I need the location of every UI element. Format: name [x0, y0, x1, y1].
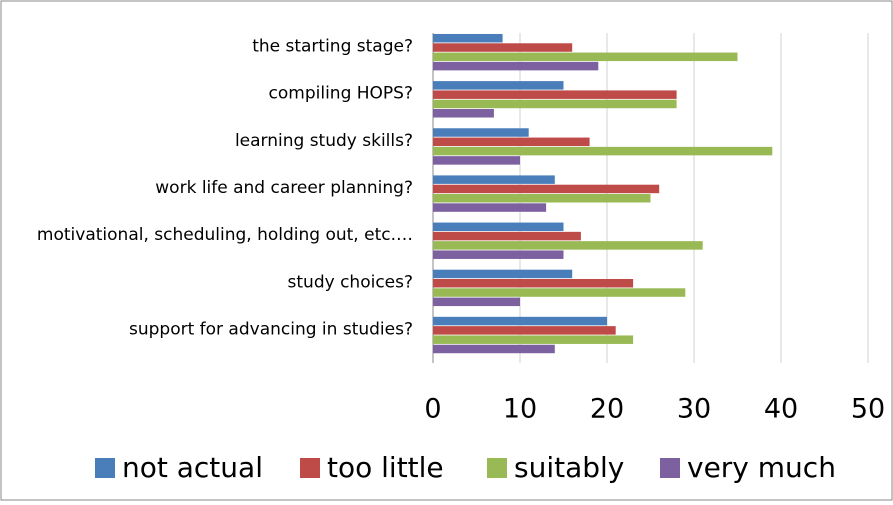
bar — [433, 222, 564, 232]
x-tick-label: 50 — [851, 394, 885, 425]
y-tick-label: motivational, scheduling, holding out, e… — [37, 225, 413, 245]
bar — [433, 137, 590, 147]
bar — [433, 43, 573, 52]
legend-swatch — [95, 458, 115, 478]
bar — [433, 99, 677, 109]
bar — [433, 175, 555, 184]
x-tick-label: 30 — [677, 394, 711, 425]
legend-label: very much — [687, 451, 836, 484]
x-tick-label: 10 — [503, 394, 537, 425]
legend-label: not actual — [122, 451, 263, 484]
x-tick-label: 40 — [764, 394, 798, 425]
x-tick-label: 0 — [424, 394, 441, 425]
bar — [433, 250, 564, 259]
bar — [433, 61, 599, 71]
bar — [433, 335, 634, 344]
bar — [433, 316, 607, 326]
bar — [433, 81, 564, 90]
y-tick-label: compiling HOPS? — [269, 84, 413, 104]
y-tick-label: work life and career planning? — [155, 178, 413, 198]
bar — [433, 344, 555, 354]
y-tick-label: support for advancing in studies? — [129, 319, 413, 339]
bar — [433, 288, 686, 297]
bar — [433, 128, 529, 137]
bar — [433, 269, 573, 279]
bar — [433, 52, 738, 62]
bar — [433, 156, 520, 165]
bar — [433, 297, 520, 307]
bar — [433, 194, 651, 203]
x-tick-label: 20 — [590, 394, 624, 425]
bar — [433, 90, 677, 99]
y-tick-label: study choices? — [288, 272, 413, 292]
legend-swatch — [300, 458, 320, 478]
legend-swatch — [487, 458, 507, 478]
bar — [433, 326, 616, 335]
bar — [433, 109, 494, 118]
y-tick-label: the starting stage? — [252, 37, 413, 57]
y-tick-label: learning study skills? — [235, 131, 413, 151]
bar — [433, 146, 773, 156]
legend-label: too little — [327, 451, 444, 484]
bar — [433, 241, 703, 250]
legend-label: suitably — [514, 451, 624, 484]
bar — [433, 278, 634, 288]
bar — [433, 231, 581, 241]
bar — [433, 33, 503, 43]
bar — [433, 203, 547, 212]
bar — [433, 184, 660, 194]
legend-swatch — [660, 458, 680, 478]
